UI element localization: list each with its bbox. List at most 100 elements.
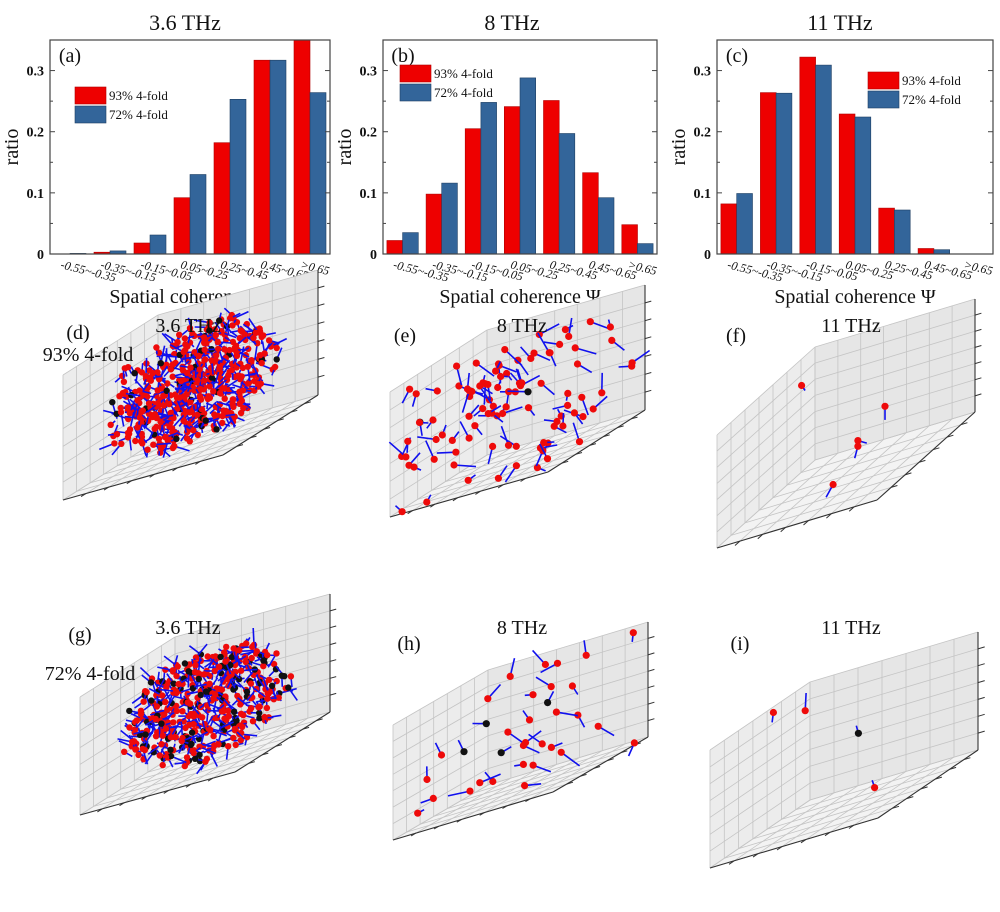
bar bbox=[621, 224, 638, 255]
atom-red bbox=[201, 671, 208, 678]
grid-line bbox=[809, 648, 979, 700]
scatter3d-panel-d: (d)93% 4-fold 3.6 THz bbox=[43, 269, 325, 501]
axis-tick bbox=[248, 761, 255, 764]
atom-red bbox=[182, 341, 189, 348]
atom-red bbox=[191, 403, 198, 411]
atom-red bbox=[261, 350, 268, 357]
axis-tick bbox=[949, 766, 957, 770]
atom-red bbox=[265, 337, 273, 344]
legend-label: 72% 4-fold bbox=[109, 107, 168, 122]
atom-red bbox=[173, 672, 180, 680]
grid-line bbox=[809, 715, 979, 767]
grid-line bbox=[814, 395, 976, 445]
atom-red bbox=[258, 333, 265, 341]
atom-red bbox=[238, 397, 245, 404]
axis-tick bbox=[934, 776, 943, 780]
atom-red bbox=[243, 640, 250, 647]
atom-red bbox=[203, 340, 210, 347]
axis-tick bbox=[977, 730, 985, 734]
atom-red bbox=[573, 360, 582, 368]
grid-line bbox=[392, 702, 489, 759]
legend-swatch bbox=[867, 71, 900, 90]
axis-tick bbox=[890, 485, 898, 488]
atom-red bbox=[270, 660, 278, 668]
atom-black bbox=[148, 697, 155, 704]
atom-black bbox=[188, 729, 196, 736]
y-tick-label: 0.1 bbox=[360, 187, 378, 202]
atom-red bbox=[144, 446, 151, 453]
atom-red bbox=[214, 338, 221, 346]
atom-red bbox=[489, 442, 497, 450]
bar bbox=[933, 249, 951, 255]
grid-line bbox=[758, 461, 920, 511]
atom-red bbox=[254, 380, 262, 388]
grid-line bbox=[487, 654, 649, 704]
atom-black bbox=[256, 715, 263, 722]
atom-red bbox=[192, 662, 199, 669]
atom-red bbox=[117, 408, 125, 416]
grid-line bbox=[392, 735, 489, 792]
grid-line bbox=[120, 745, 276, 790]
bar bbox=[775, 92, 793, 255]
grid-line bbox=[190, 723, 286, 785]
atom-red bbox=[275, 694, 282, 701]
atom-red bbox=[120, 378, 128, 385]
atom-red bbox=[499, 409, 507, 418]
back-wall-pane bbox=[810, 632, 978, 800]
atom-red bbox=[196, 392, 204, 400]
atom-red bbox=[211, 742, 218, 749]
atom-black bbox=[544, 699, 552, 707]
grid-line bbox=[814, 411, 976, 461]
atom-black bbox=[173, 435, 180, 442]
bar bbox=[543, 100, 560, 255]
y-axis-line bbox=[234, 711, 331, 773]
atom-red bbox=[476, 779, 484, 787]
atom-red bbox=[565, 332, 573, 340]
displacement-arrow bbox=[388, 441, 407, 458]
atom-red bbox=[172, 734, 179, 741]
axis-tick bbox=[904, 472, 912, 476]
atom-red bbox=[228, 366, 235, 374]
atom-black bbox=[216, 317, 223, 324]
axis-tick bbox=[207, 777, 214, 782]
atom-red bbox=[169, 373, 176, 380]
atom-red bbox=[233, 352, 241, 359]
atom-red bbox=[237, 737, 244, 744]
atom-red bbox=[525, 716, 534, 724]
atom-red bbox=[167, 366, 174, 373]
atom-red bbox=[265, 676, 273, 683]
atom-black bbox=[195, 675, 202, 683]
bar bbox=[149, 234, 167, 255]
displacement-arrow bbox=[461, 390, 470, 413]
grid-line bbox=[766, 778, 936, 830]
atom-black bbox=[163, 387, 170, 394]
atom-red bbox=[265, 690, 272, 697]
atom-black bbox=[524, 388, 532, 396]
axis-tick bbox=[561, 460, 569, 464]
atom-red bbox=[202, 356, 209, 363]
grid-line bbox=[406, 783, 567, 833]
grid-line bbox=[744, 474, 906, 524]
grid-line bbox=[438, 770, 534, 827]
atom-red bbox=[465, 434, 473, 442]
bar-chart-panel-b: 8 THz -0.55~-0.35-0.35~-0.15-0.15~0.050.… bbox=[334, 10, 658, 308]
atom-red bbox=[430, 455, 438, 463]
row-label: 93% 4-fold bbox=[43, 344, 134, 366]
atom-red bbox=[245, 380, 252, 387]
atom-red bbox=[242, 658, 249, 666]
atom-red bbox=[169, 667, 177, 674]
grid-line bbox=[389, 401, 488, 464]
atom-red bbox=[204, 653, 211, 660]
atom-red bbox=[173, 702, 180, 710]
atom-red bbox=[237, 667, 245, 674]
grid-line bbox=[157, 269, 319, 316]
atom-red bbox=[519, 760, 528, 769]
atom-red bbox=[218, 686, 226, 693]
atom-red bbox=[190, 749, 197, 757]
atom-red bbox=[484, 380, 492, 389]
atom-red bbox=[229, 400, 236, 407]
atom-red bbox=[237, 327, 244, 334]
atom-black bbox=[268, 682, 276, 689]
atom-red bbox=[517, 379, 525, 387]
atom-red bbox=[247, 680, 255, 687]
